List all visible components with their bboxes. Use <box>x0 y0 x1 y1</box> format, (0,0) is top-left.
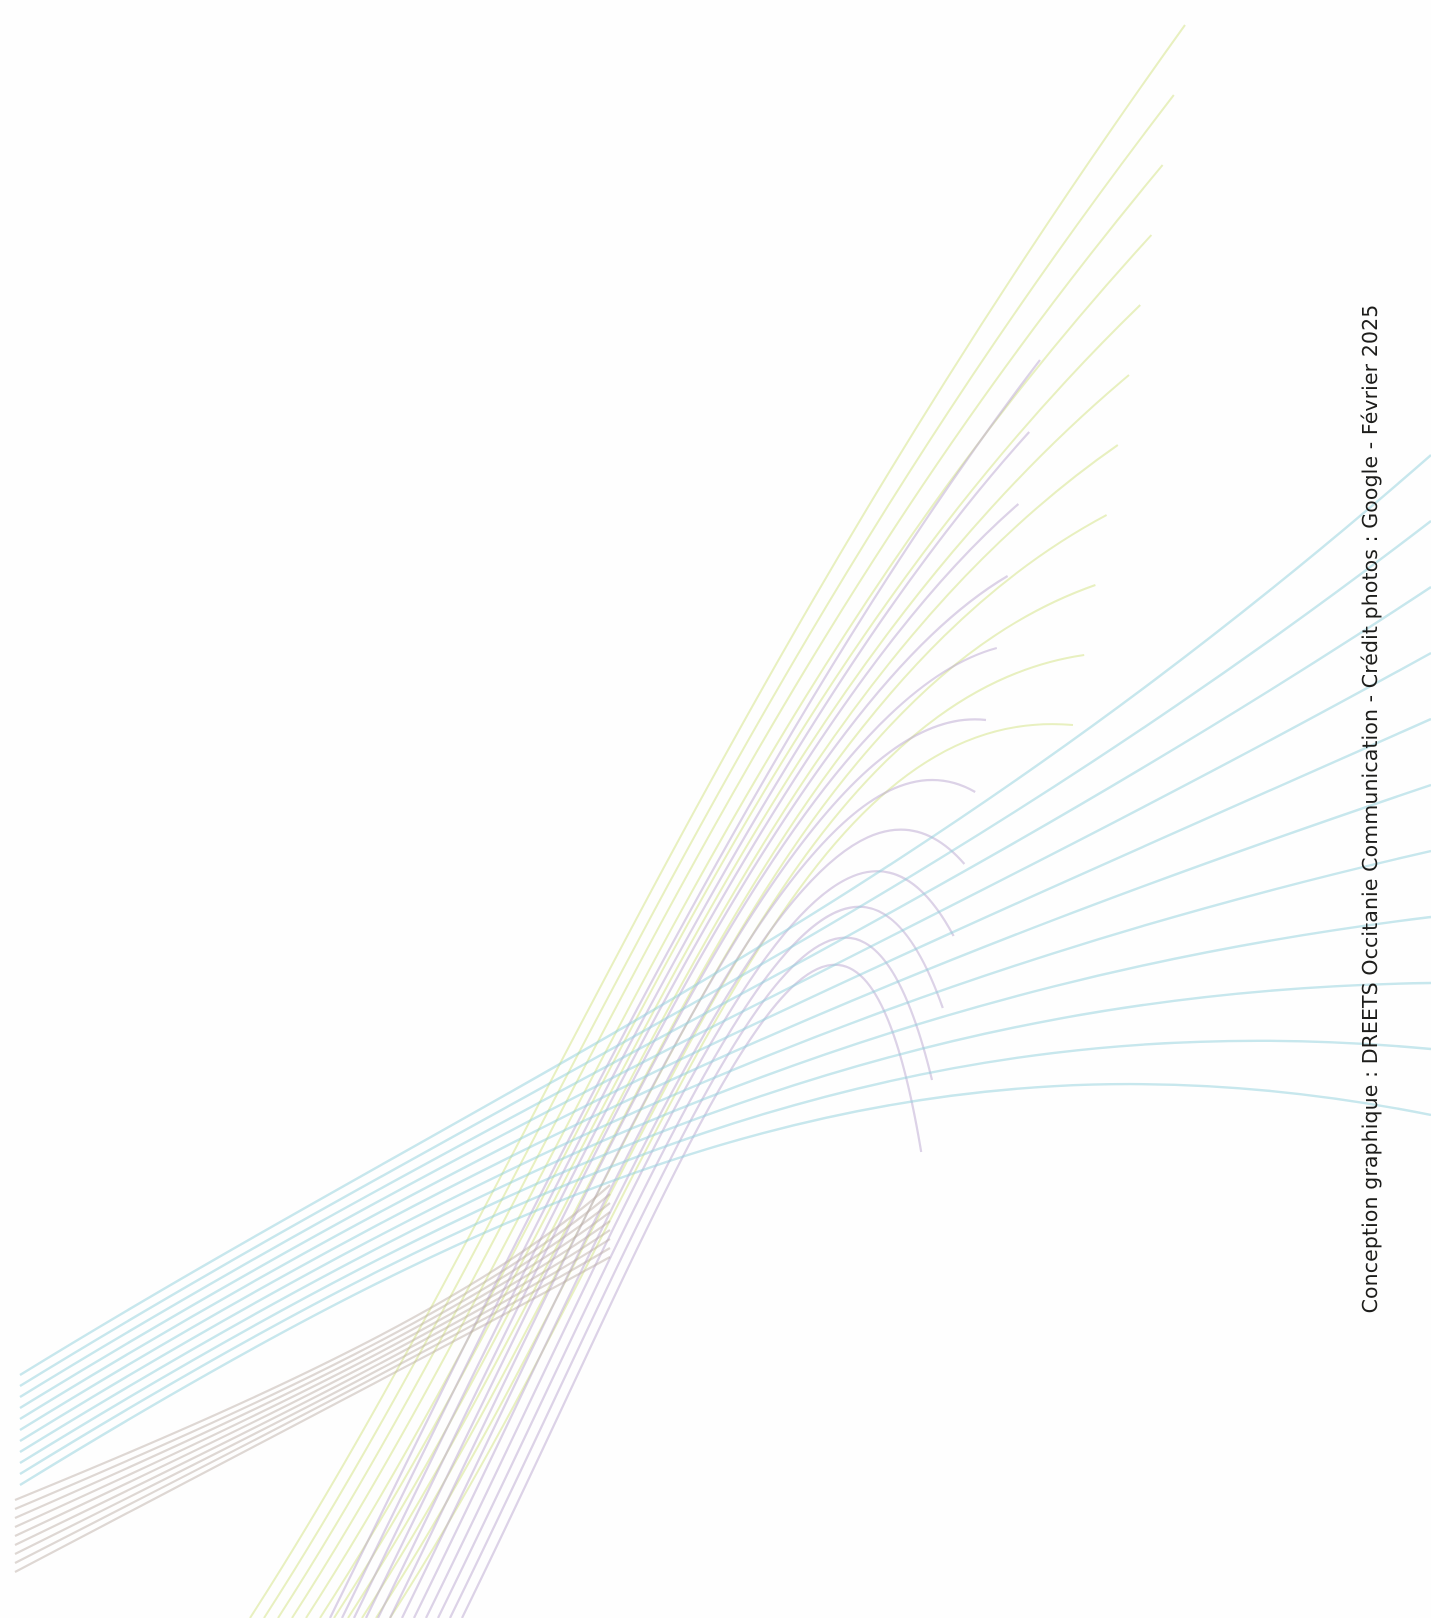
taupe-line <box>14 1202 611 1520</box>
light-blue-line <box>19 717 1431 1421</box>
yellow-green-line <box>305 304 1141 1618</box>
lavender-line <box>341 431 1031 1618</box>
light-blue-line <box>19 849 1431 1443</box>
yellow-green-line <box>277 164 1164 1618</box>
light-blue-line <box>19 520 1431 1388</box>
lavender-line <box>377 646 998 1618</box>
light-blue-line <box>19 1082 1431 1487</box>
lavender-line <box>401 778 976 1618</box>
yellow-green-line <box>263 94 1175 1618</box>
taupe-line <box>14 1238 611 1555</box>
yellow-green-line <box>361 584 1096 1618</box>
lavender-line <box>461 963 923 1618</box>
yellow-green-line <box>375 654 1085 1618</box>
credits-text: Conception graphique : DREETS Occitanie … <box>1358 304 1382 1314</box>
taupe-line <box>14 1247 611 1564</box>
light-blue-line <box>19 454 1431 1377</box>
yellow-green-line <box>291 234 1153 1618</box>
light-blue-line <box>19 651 1431 1410</box>
light-blue-line <box>19 1039 1431 1476</box>
taupe-line <box>14 1256 611 1573</box>
light-blue-line <box>19 783 1431 1432</box>
taupe-line <box>14 1220 611 1537</box>
yellow-green-line-bundle <box>249 24 1186 1618</box>
yellow-green-line <box>389 723 1074 1618</box>
lavender-line <box>353 503 1020 1618</box>
taupe-line <box>14 1229 611 1546</box>
light-blue-line <box>19 981 1431 1465</box>
lavender-line <box>329 359 1041 1618</box>
light-blue-line-bundle <box>19 454 1431 1487</box>
lavender-line <box>365 575 1009 1618</box>
lavender-line <box>437 905 944 1618</box>
taupe-line <box>14 1184 611 1502</box>
taupe-line <box>14 1211 611 1529</box>
yellow-green-line <box>319 374 1130 1618</box>
lavender-line <box>425 870 955 1618</box>
light-blue-line <box>19 915 1431 1454</box>
taupe-line-bundle <box>14 1184 611 1573</box>
yellow-green-line <box>347 514 1108 1618</box>
taupe-line <box>14 1193 611 1511</box>
light-blue-line <box>19 585 1431 1399</box>
lavender-line <box>389 718 987 1618</box>
yellow-green-line <box>249 24 1186 1618</box>
lavender-line-bundle <box>329 359 1041 1618</box>
